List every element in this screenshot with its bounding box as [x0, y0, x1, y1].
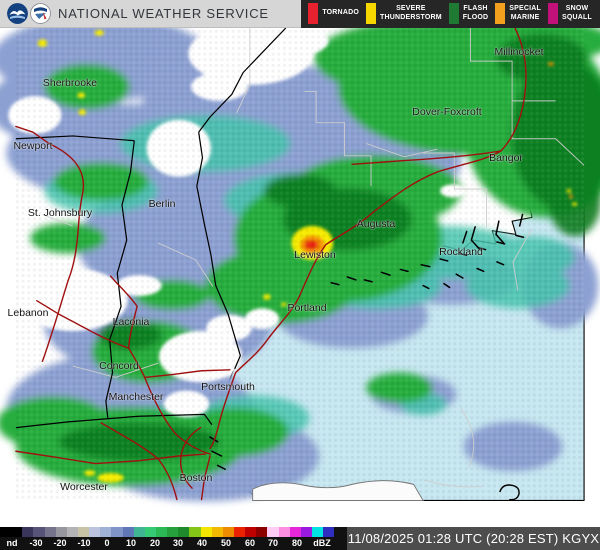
- reflectivity-colorbar: nd -30 -20 -10 0 10 20 30 40 50 60 70 80 dBZ: [0, 527, 347, 550]
- colorbar-tick-60: 60: [244, 538, 256, 548]
- colorbar-tick-50: 50: [220, 538, 232, 548]
- agency-title: NATIONAL WEATHER SERVICE: [58, 6, 269, 21]
- colorbar-segment: [311, 527, 324, 537]
- alert-item-snow-squall: SNOW SQUALL: [548, 3, 592, 24]
- colorbar-segment: [11, 527, 23, 537]
- colorbar-segment: [55, 527, 67, 537]
- alert-item-severe-thunderstorm: SEVERE THUNDERSTORM: [365, 3, 442, 24]
- alert-item-flash-flood: FLASH FLOOD: [448, 3, 489, 24]
- colorbar-segment: [289, 527, 301, 537]
- colorbar-segment: [300, 527, 312, 537]
- colorbar-gradient: [0, 527, 335, 537]
- colorbar-segment: [44, 527, 56, 537]
- header-bar: NATIONAL WEATHER SERVICE TORNADO SEVERE TH…: [0, 0, 600, 28]
- radar-map-canvas[interactable]: Millinocket Sherbrooke Dover-Foxcroft Newpo…: [0, 28, 600, 527]
- colorbar-tick-30: 30: [172, 538, 184, 548]
- colorbar-segment: [0, 527, 12, 537]
- colorbar-segment: [245, 527, 257, 537]
- severe-thunderstorm-swatch: [365, 3, 376, 24]
- flash-flood-label: FLASH FLOOD: [462, 5, 489, 21]
- logo-group: [0, 3, 51, 24]
- colorbar-tick-20: 20: [149, 538, 161, 548]
- timestamp-area: 11/08/2025 01:28 UTC (20:28 EST) KGYX: [347, 527, 600, 550]
- colorbar-segment: [233, 527, 246, 537]
- tornado-label: TORNADO: [322, 9, 359, 17]
- special-marine-swatch: [495, 3, 506, 24]
- tornado-swatch: [308, 3, 319, 24]
- flash-flood-swatch: [448, 3, 459, 24]
- severe-thunderstorm-label: SEVERE THUNDERSTORM: [379, 5, 442, 21]
- colorbar-tick-nd: nd: [6, 538, 18, 548]
- nws-logo-icon: [30, 3, 51, 24]
- snow-squall-swatch: [548, 3, 559, 24]
- colorbar-segment: [267, 527, 279, 537]
- status-bar: nd -30 -20 -10 0 10 20 30 40 50 60 70 80 dBZ 11/08/20…: [0, 527, 600, 550]
- colorbar-tick-10: 10: [125, 538, 137, 548]
- colorbar-segment: [155, 527, 168, 537]
- special-marine-label: SPECIAL MARINE: [509, 5, 542, 21]
- colorbar-segment: [189, 527, 201, 537]
- colorbar-tick--10: -10: [77, 538, 91, 548]
- alert-item-tornado: TORNADO: [308, 3, 359, 24]
- colorbar-segment: [22, 527, 34, 537]
- alert-legend: TORNADO SEVERE THUNDERSTORM FLASH FLOOD SPECI…: [301, 0, 600, 28]
- timestamp: 11/08/2025 01:28 UTC (20:28 EST) KGYX: [347, 531, 600, 546]
- colorbar-segment: [323, 527, 335, 537]
- colorbar-tick--20: -20: [53, 538, 67, 548]
- colorbar-segment: [133, 527, 145, 537]
- colorbar-tick-70: 70: [267, 538, 279, 548]
- colorbar-segment: [100, 527, 112, 537]
- colorbar-ticks: nd -30 -20 -10 0 10 20 30 40 50 60 70 80 dBZ: [0, 537, 347, 550]
- radar-graphic: [0, 28, 600, 502]
- colorbar-segment: [77, 527, 90, 537]
- colorbar-segment: [211, 527, 223, 537]
- colorbar-segment: [111, 527, 123, 537]
- colorbar-segment: [66, 527, 78, 537]
- noaa-logo-icon: [7, 3, 28, 24]
- colorbar-tick-0: 0: [104, 538, 110, 548]
- colorbar-segment: [89, 527, 101, 537]
- colorbar-segment: [144, 527, 156, 537]
- colorbar-segment: [167, 527, 179, 537]
- colorbar-segment: [278, 527, 290, 537]
- snow-squall-label: SNOW SQUALL: [562, 5, 592, 21]
- colorbar-segment: [178, 527, 190, 537]
- alert-item-special-marine: SPECIAL MARINE: [495, 3, 541, 24]
- colorbar-segment: [200, 527, 212, 537]
- colorbar-tick-80: 80: [291, 538, 303, 548]
- colorbar-tick-dbz: dBZ: [313, 538, 331, 548]
- colorbar-tick-40: 40: [196, 538, 208, 548]
- colorbar-segment: [222, 527, 234, 537]
- colorbar-segment: [122, 527, 134, 537]
- colorbar-tick--30: -30: [29, 538, 43, 548]
- colorbar-segment: [33, 527, 45, 537]
- colorbar-segment: [256, 527, 268, 537]
